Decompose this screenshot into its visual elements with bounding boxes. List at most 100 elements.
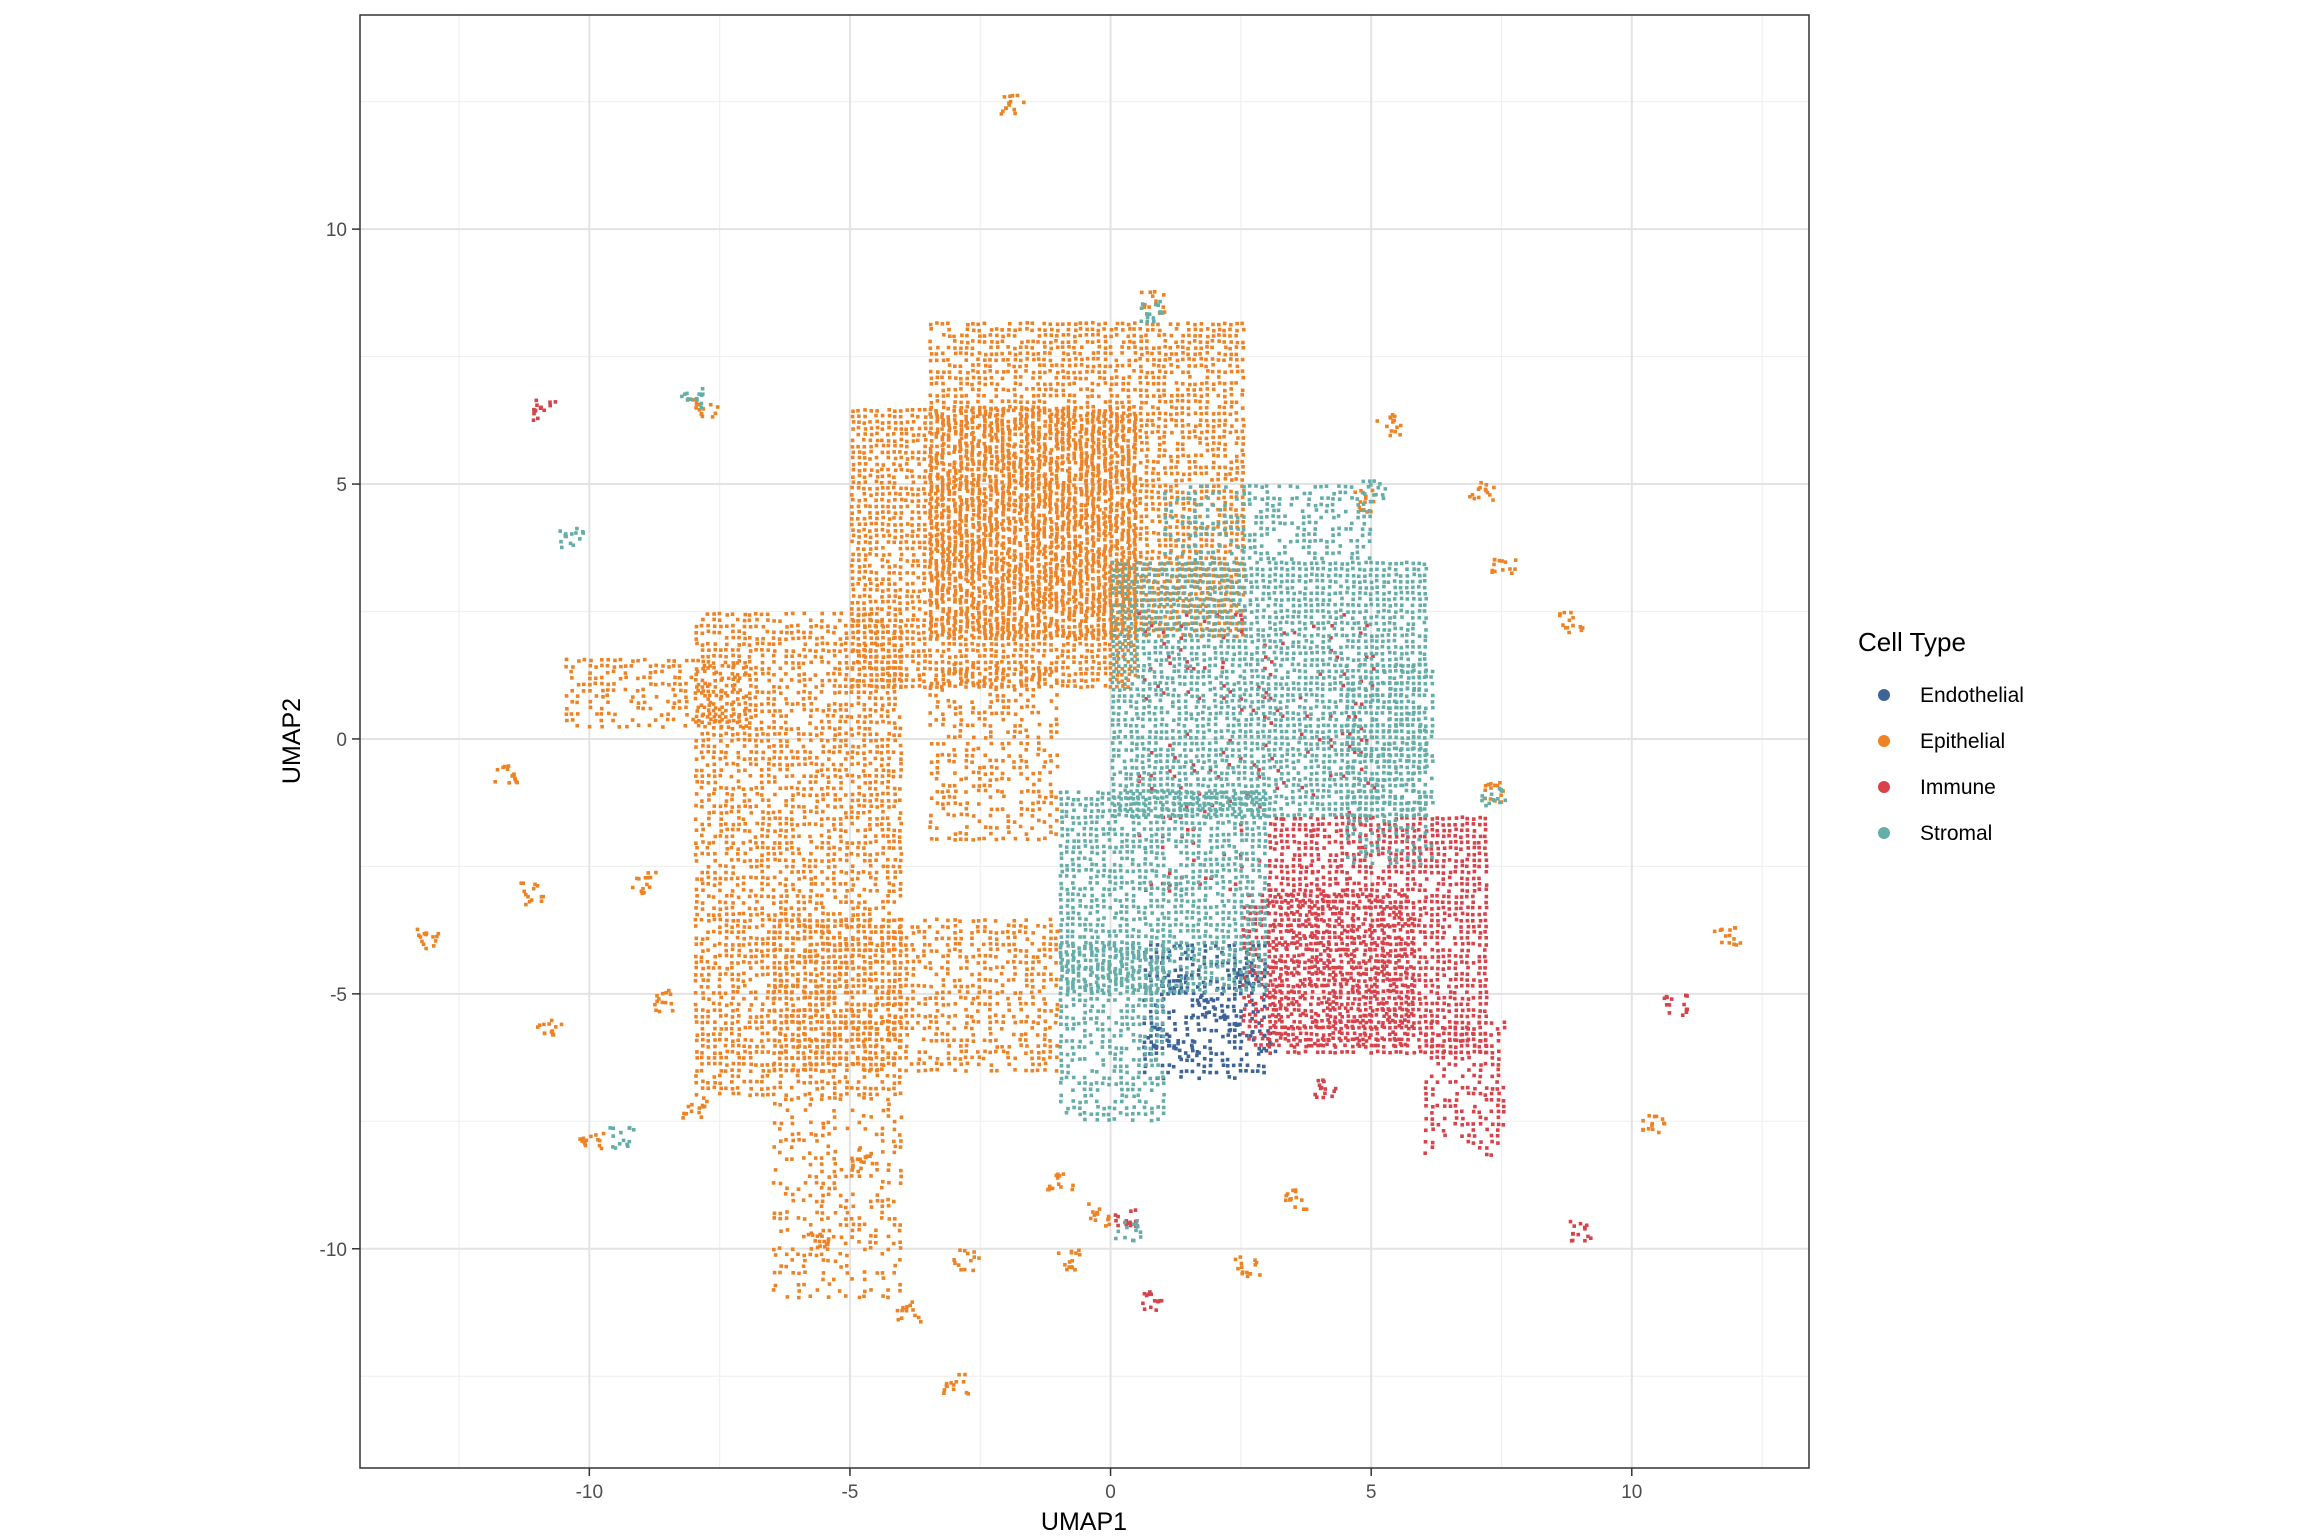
data-point xyxy=(1043,477,1048,482)
data-point xyxy=(694,954,698,959)
data-point xyxy=(1031,516,1036,520)
data-point xyxy=(718,881,722,886)
data-point xyxy=(1031,539,1036,544)
data-point xyxy=(731,653,735,658)
data-point xyxy=(1225,1004,1230,1009)
data-point xyxy=(994,606,998,611)
data-point xyxy=(910,408,915,412)
data-point xyxy=(995,333,999,338)
data-point xyxy=(1140,448,1144,452)
data-point xyxy=(978,405,982,410)
data-point xyxy=(1061,496,1065,501)
data-point xyxy=(1066,333,1071,337)
data-point xyxy=(851,635,855,640)
data-point xyxy=(1037,582,1041,586)
data-point xyxy=(1085,574,1090,578)
data-point xyxy=(1072,438,1076,442)
data-point xyxy=(1001,518,1006,523)
data-point xyxy=(994,450,999,454)
data-point xyxy=(940,478,945,482)
data-point xyxy=(1198,597,1202,602)
data-point xyxy=(989,523,993,527)
data-point xyxy=(1182,472,1186,477)
data-point xyxy=(1235,328,1239,333)
data-point xyxy=(928,540,932,545)
data-point xyxy=(1007,519,1012,524)
data-point xyxy=(989,510,993,515)
data-point xyxy=(1115,415,1119,419)
data-point xyxy=(1115,485,1120,490)
data-point xyxy=(1195,1050,1200,1054)
data-point xyxy=(856,600,860,605)
data-point xyxy=(1229,615,1233,620)
data-point xyxy=(904,684,908,689)
data-point xyxy=(1048,535,1053,539)
data-point xyxy=(1031,623,1035,628)
data-point xyxy=(934,381,939,385)
data-point xyxy=(694,745,698,749)
data-point xyxy=(953,549,957,554)
data-point xyxy=(1181,502,1185,506)
data-point xyxy=(1211,465,1216,470)
data-point xyxy=(1209,1051,1213,1055)
data-point xyxy=(881,515,885,520)
data-point xyxy=(1178,979,1182,983)
data-point xyxy=(1127,507,1131,512)
data-point xyxy=(976,534,981,539)
data-point xyxy=(701,888,705,892)
data-point xyxy=(964,629,969,634)
data-point xyxy=(982,513,987,517)
data-point xyxy=(707,816,711,821)
data-point xyxy=(1001,535,1006,539)
data-point xyxy=(1079,672,1083,676)
data-point xyxy=(1054,363,1059,367)
data-point xyxy=(718,953,722,958)
data-point xyxy=(959,387,963,391)
data-point xyxy=(1139,364,1143,369)
data-point xyxy=(995,525,999,529)
data-point xyxy=(1204,405,1209,410)
data-point xyxy=(1103,351,1108,355)
data-point xyxy=(916,510,921,515)
data-point xyxy=(1120,502,1124,506)
data-point xyxy=(1182,507,1186,511)
data-point xyxy=(1036,648,1041,653)
data-point xyxy=(874,504,878,509)
data-point xyxy=(1127,375,1132,379)
data-point xyxy=(1121,340,1126,344)
data-point xyxy=(1013,528,1017,533)
data-point xyxy=(1079,456,1084,460)
data-point xyxy=(1132,411,1137,416)
data-point xyxy=(1150,519,1155,523)
data-point xyxy=(910,623,914,628)
data-point xyxy=(1085,420,1090,425)
data-point xyxy=(1175,501,1179,505)
data-point xyxy=(1085,597,1089,601)
data-point xyxy=(1061,628,1065,633)
data-point xyxy=(1024,516,1028,521)
data-point xyxy=(1216,496,1221,501)
data-point xyxy=(964,441,968,446)
data-point xyxy=(988,538,993,542)
data-point xyxy=(904,462,909,466)
data-point xyxy=(1221,1034,1225,1039)
data-point xyxy=(851,462,856,467)
data-point xyxy=(693,973,698,977)
data-point xyxy=(1205,351,1210,355)
data-point xyxy=(910,563,915,568)
data-point xyxy=(965,553,970,557)
data-point xyxy=(899,535,904,539)
data-point xyxy=(994,352,999,356)
data-point xyxy=(1175,519,1180,523)
data-point xyxy=(875,606,880,611)
data-point xyxy=(984,447,988,452)
data-point xyxy=(1006,466,1010,470)
data-point xyxy=(916,492,920,497)
data-point xyxy=(1048,673,1052,677)
data-point xyxy=(995,370,999,374)
data-point xyxy=(1143,1057,1147,1061)
data-point xyxy=(946,321,950,326)
data-point xyxy=(1233,1021,1238,1026)
data-point xyxy=(934,630,938,634)
data-point xyxy=(1048,503,1052,508)
